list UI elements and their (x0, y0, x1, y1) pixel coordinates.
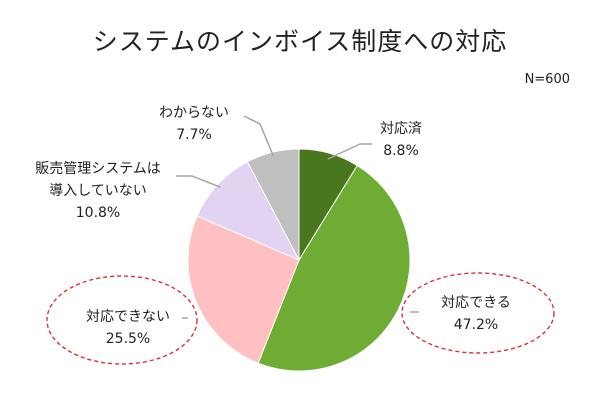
highlight-oval-can (401, 272, 555, 354)
slice-label-not-installed-line1: 販売管理システムは (35, 161, 161, 177)
slice-label-unknown-text: わからない (159, 105, 229, 121)
slice-label-not-installed-line2: 導入していない (49, 183, 147, 199)
slice-label-done-text: 対応済 (380, 121, 422, 137)
slice-label-done-value: 8.8% (383, 143, 419, 159)
slice-label-cannot-value: 25.5% (105, 331, 151, 347)
leader-lines (176, 115, 419, 319)
highlight-oval-cannot (46, 275, 198, 365)
leader-line-unknown (243, 115, 275, 157)
slice-label-cannot-text: 対応できない (86, 309, 170, 325)
pie-slice-not-installed (196, 161, 301, 262)
slice-label-not-installed: 販売管理システムは 導入していない 10.8% (18, 158, 178, 224)
sample-size-note: N=600 (524, 72, 570, 87)
slice-label-cannot: 対応できない 25.5% (66, 306, 190, 350)
slice-label-can: 対応できる 47.2% (421, 292, 531, 336)
slice-label-unknown-value: 7.7% (176, 127, 212, 143)
slice-label-done: 対応済 8.8% (361, 118, 441, 162)
chart-title: システムのインボイス制度への対応 (92, 27, 508, 56)
slice-label-can-text: 対応できる (441, 295, 511, 311)
slice-label-not-installed-value: 10.8% (75, 205, 121, 221)
highlight-ovals (46, 272, 555, 365)
pie-slice-cannot (187, 215, 300, 364)
leader-line-done (327, 143, 372, 160)
slice-label-can-value: 47.2% (453, 317, 499, 333)
slice-label-unknown: わからない 7.7% (144, 102, 244, 146)
pie-slices (187, 148, 411, 372)
pie-slice-can (257, 164, 411, 372)
leader-line-not-installed (176, 175, 221, 188)
